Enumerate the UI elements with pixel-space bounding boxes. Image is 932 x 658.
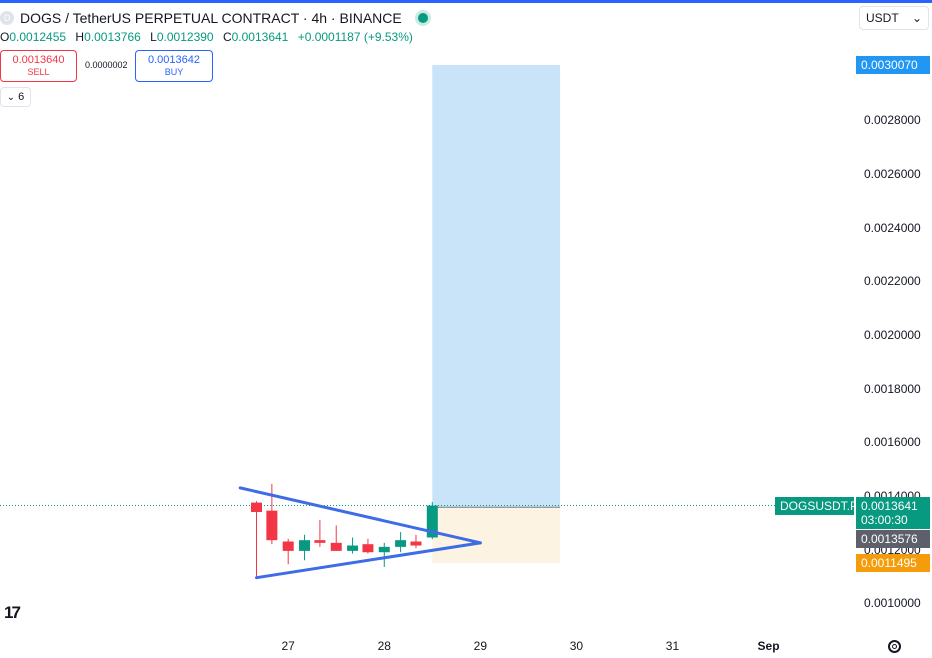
high-value: 0.0013766 xyxy=(84,30,141,44)
symbol-tag: DOGSUSDT.P xyxy=(775,496,858,515)
spread-value: 0.0000002 xyxy=(85,60,128,70)
target-price-tag: 0.0030070 xyxy=(856,55,930,74)
chevron-down-icon: ⌄ xyxy=(911,11,922,25)
symbol-header: D DOGS / TetherUS PERPETUAL CONTRACT · 4… xyxy=(0,8,428,28)
top-accent-line xyxy=(0,0,932,3)
buy-button[interactable]: 0.0013642 BUY xyxy=(135,50,213,82)
last-price-value: 0.0013641 xyxy=(861,498,918,513)
entry-price-tag: 0.0013576 xyxy=(856,530,930,549)
bar-countdown: 03:00:30 xyxy=(861,512,908,527)
price-tick-label: 0.0022000 xyxy=(864,274,921,289)
open-label: O xyxy=(0,30,10,44)
candle-body xyxy=(426,505,438,538)
candle-body xyxy=(314,540,326,543)
symbol-logo-icon: D xyxy=(0,11,14,25)
symbol-title[interactable]: DOGS / TetherUS PERPETUAL CONTRACT · 4h … xyxy=(20,10,402,26)
time-tick-label: 27 xyxy=(281,639,295,653)
low-value: 0.0012390 xyxy=(156,30,214,44)
indicators-toggle-button[interactable]: ⌄ 6 xyxy=(0,87,31,107)
time-tick-label: 30 xyxy=(569,639,584,653)
price-tick-label: 0.0024000 xyxy=(864,220,921,235)
price-tick-label: 0.0026000 xyxy=(864,167,921,182)
time-tick-label: Sep xyxy=(757,639,780,653)
candle-body xyxy=(347,545,359,551)
loss-zone xyxy=(432,507,561,564)
candle-body xyxy=(330,542,342,551)
change-value: +0.0001187 (+9.53%) xyxy=(297,30,413,44)
low-label: L xyxy=(150,30,157,44)
profit-zone xyxy=(432,64,561,508)
chevron-down-icon: ⌄ xyxy=(6,91,16,103)
price-tick-label: 0.0010000 xyxy=(864,596,921,611)
candle-body xyxy=(266,510,278,541)
candle-body xyxy=(410,541,422,546)
close-value: 0.0013641 xyxy=(231,30,289,44)
buy-label: BUY xyxy=(164,67,184,77)
ohlc-values: O0.0012455 H0.0013766 L0.0012390 C0.0013… xyxy=(0,30,419,44)
time-tick-label: 31 xyxy=(665,639,680,653)
triangle-lower-line xyxy=(255,541,482,580)
candle-body xyxy=(362,544,374,553)
last-price-tag: 0.0013641 03:00:30 xyxy=(856,496,930,529)
indicators-count: 6 xyxy=(18,91,25,103)
close-label: C xyxy=(222,30,232,44)
time-tick-label: 29 xyxy=(473,639,488,653)
open-value: 0.0012455 xyxy=(9,30,67,44)
sell-price: 0.0013640 xyxy=(12,54,65,66)
triangle-upper-line xyxy=(238,486,482,545)
candle-body xyxy=(299,540,311,551)
sell-label: SELL xyxy=(27,67,50,77)
gear-icon[interactable] xyxy=(888,640,901,653)
price-tick-label: 0.0020000 xyxy=(864,328,921,342)
stop-price-tag: 0.0011495 xyxy=(856,554,930,573)
currency-label: USDT xyxy=(866,11,899,25)
price-tick-label: 0.0016000 xyxy=(864,435,921,450)
buy-price: 0.0013642 xyxy=(148,54,200,66)
price-tick-label: 0.0018000 xyxy=(864,381,921,396)
price-tick-label: 0.0028000 xyxy=(864,113,921,128)
candle-body xyxy=(378,546,390,553)
tradingview-logo-icon[interactable]: 17 xyxy=(4,603,21,622)
time-tick-label: 28 xyxy=(377,639,391,653)
high-label: H xyxy=(75,30,85,44)
sell-button[interactable]: 0.0013640 SELL xyxy=(0,50,77,82)
candle-body xyxy=(251,502,262,512)
candle-body xyxy=(282,541,294,551)
currency-select[interactable]: USDT ⌄ xyxy=(859,6,929,30)
candle-body xyxy=(395,540,407,547)
market-open-icon xyxy=(417,13,428,23)
